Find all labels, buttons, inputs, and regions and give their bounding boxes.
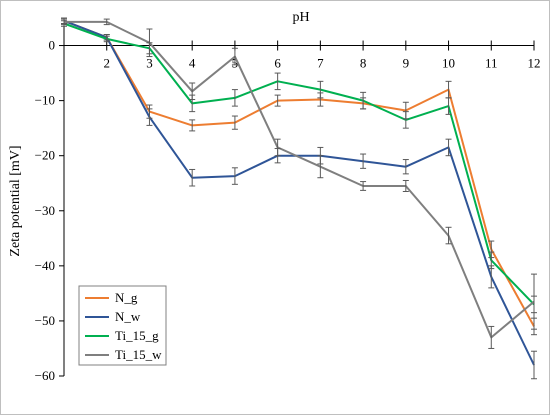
x-tick-label: 4 — [189, 56, 196, 71]
error-bar — [402, 159, 409, 175]
error-bar — [360, 153, 367, 169]
error-bar — [445, 97, 452, 115]
error-bar — [317, 155, 324, 179]
error-bar — [103, 18, 110, 26]
error-bar — [531, 273, 537, 330]
y-tick-label: −60 — [35, 368, 55, 383]
y-tick-label: −10 — [35, 93, 55, 108]
error-bar — [231, 47, 238, 66]
error-bar — [360, 91, 367, 110]
error-bar — [231, 89, 238, 107]
y-tick-label: 0 — [49, 38, 56, 53]
error-bar — [402, 179, 409, 192]
series-line-n-g — [63, 19, 535, 327]
y-tick-label: −50 — [35, 313, 55, 328]
x-tick-label: 9 — [403, 56, 410, 71]
y-tick-label: −40 — [35, 258, 55, 273]
error-bar — [274, 94, 281, 107]
error-bar — [103, 35, 110, 43]
error-bar — [61, 18, 67, 26]
legend-label-ti-15-w: Ti_15_w — [115, 347, 162, 362]
x-tick-label: 8 — [360, 56, 367, 71]
series-line-n-w — [63, 19, 535, 366]
error-bar — [231, 115, 238, 130]
x-tick-label: 10 — [442, 56, 455, 71]
error-bar — [189, 82, 196, 101]
x-tick-label: 6 — [274, 56, 281, 71]
series-line-ti-15-g — [63, 22, 535, 306]
x-axis-title: pH — [292, 10, 309, 25]
y-tick-label: −20 — [35, 148, 55, 163]
x-tick-label: 7 — [317, 56, 324, 71]
error-bar — [317, 80, 324, 99]
x-tick-label: 3 — [146, 56, 153, 71]
error-bar — [402, 111, 409, 129]
legend-box — [78, 285, 167, 366]
y-axis-title: Zeta potential [mV] — [8, 145, 23, 256]
error-bar — [189, 168, 196, 187]
error-bar — [231, 167, 238, 185]
error-bar — [488, 251, 495, 270]
error-bar — [360, 181, 367, 191]
x-tick-label: 12 — [528, 56, 541, 71]
error-bar — [531, 350, 537, 380]
error-bar — [146, 28, 153, 58]
legend-label-n-w: N_w — [115, 309, 141, 324]
error-bar — [274, 138, 281, 157]
series-line-ti-15-w — [64, 20, 535, 339]
error-bar — [146, 108, 153, 126]
legend: N_g N_w Ti_15_g Ti_15_w — [78, 285, 167, 366]
legend-label-n-g: N_g — [115, 290, 138, 305]
error-bar — [488, 325, 495, 349]
x-tick-label: 11 — [485, 56, 498, 71]
error-bar — [274, 72, 281, 91]
y-tick-label: −30 — [35, 203, 55, 218]
legend-label-ti-15-g: Ti_15_g — [115, 328, 159, 343]
error-bar — [445, 226, 452, 245]
x-tick-label: 2 — [103, 56, 110, 71]
error-bar — [445, 138, 452, 157]
error-bar — [189, 119, 196, 132]
series-layer — [61, 17, 537, 380]
